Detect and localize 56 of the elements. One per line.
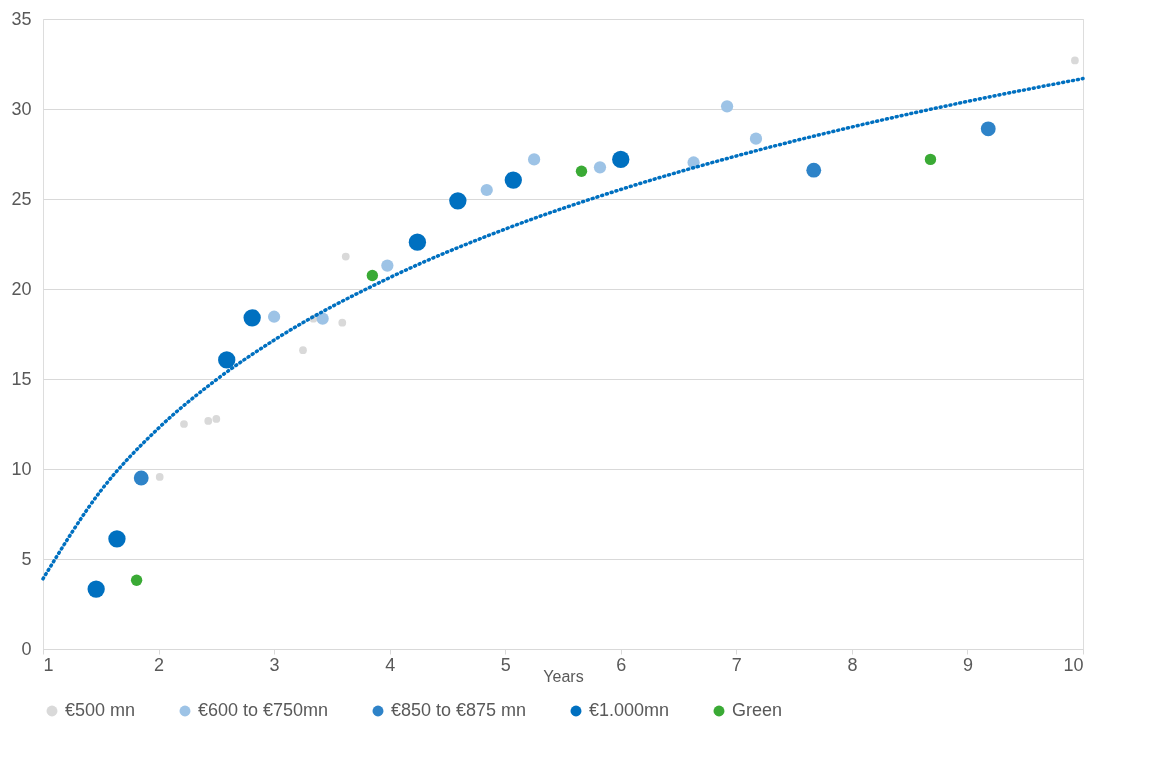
- point: [480, 183, 493, 197]
- point: [243, 309, 261, 327]
- x-tick-label: 3: [269, 654, 280, 675]
- legend-label: €600 to €750mn: [198, 700, 329, 720]
- point: [449, 192, 467, 210]
- point: [924, 153, 937, 166]
- point: [133, 470, 149, 486]
- point: [180, 420, 188, 428]
- y-tick-label: 10: [11, 458, 32, 479]
- x-tick-label: 4: [385, 654, 396, 675]
- x-tick-label: 2: [154, 654, 165, 675]
- point: [504, 171, 522, 189]
- point: [267, 310, 281, 323]
- x-tick-label: 6: [616, 654, 627, 675]
- x-tick-label: 5: [500, 654, 511, 675]
- point: [720, 100, 734, 113]
- y-tick-label: 30: [11, 98, 32, 119]
- x-tick-label: 1: [43, 654, 54, 675]
- legend-label: €500 mn: [65, 700, 136, 720]
- point: [806, 162, 822, 178]
- point: [593, 161, 607, 174]
- point: [612, 150, 630, 169]
- x-tick-label: 9: [962, 654, 973, 675]
- point: [1071, 56, 1079, 65]
- point: [299, 346, 307, 355]
- point: [212, 415, 221, 423]
- point: [527, 153, 541, 166]
- legend-label: €1.000mn: [589, 700, 670, 720]
- point: [381, 259, 394, 272]
- line-series: [41, 76, 1085, 581]
- y-tick-label: 20: [11, 278, 32, 299]
- x-tick-label: 10: [1063, 654, 1084, 675]
- y-tick-label: 0: [21, 638, 32, 659]
- legend-label: Green: [732, 700, 783, 720]
- point: [108, 530, 126, 548]
- point: [749, 132, 763, 145]
- point: [218, 351, 236, 369]
- point: [130, 574, 143, 586]
- point: [408, 233, 427, 251]
- y-tick-label: 25: [11, 188, 32, 209]
- y-tick-label: 35: [11, 8, 32, 29]
- y-tick-label: 15: [11, 368, 32, 389]
- x-tick-label: 8: [847, 654, 858, 675]
- legend-label: €850 to €875 mn: [391, 700, 527, 720]
- point: [316, 312, 329, 325]
- point: [575, 165, 588, 177]
- point: [338, 318, 347, 327]
- point: [980, 121, 996, 137]
- point: [204, 417, 213, 425]
- point: [366, 269, 379, 282]
- y-tick-label: 5: [21, 548, 32, 569]
- x-axis-title: Years: [543, 667, 584, 685]
- x-tick-label: 7: [731, 654, 742, 675]
- point: [155, 473, 164, 481]
- point: [87, 580, 105, 598]
- point: [341, 252, 350, 261]
